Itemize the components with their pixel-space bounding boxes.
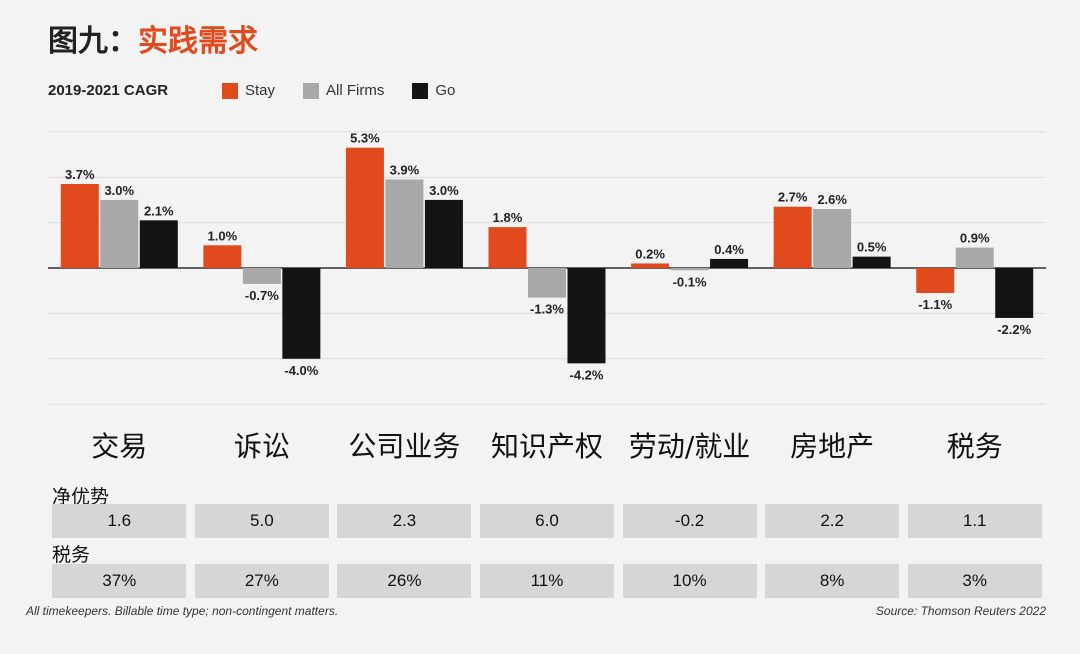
legend-label-all-firms: All Firms [326,82,385,99]
data-label: -4.2% [570,367,604,382]
legend-item-all-firms: All Firms [303,82,384,99]
table-cell: 1.6 [52,504,187,538]
table-cell: 10% [622,564,757,598]
row-label-net-advantage: 净优势 [52,486,110,508]
data-label: 0.2% [635,246,665,261]
data-label: -2.2% [997,322,1031,337]
category-label: 劳动/就业 [629,430,750,463]
table-cell: 11% [480,564,614,598]
table-cell: 6.0 [480,504,614,538]
data-label: 2.1% [144,203,174,218]
page-title: 图九：实践需求 [48,16,258,60]
legend-label-go: Go [435,82,456,99]
data-label: 3.7% [65,167,95,182]
bar-all-firms [670,268,709,271]
bar-stay [60,184,99,268]
legend-swatch-stay [222,82,238,99]
data-label: 3.9% [390,162,420,177]
table-cell: -0.2 [622,504,757,538]
bar-stay [488,227,527,268]
data-label: 2.7% [778,190,808,205]
bar-go [567,268,606,364]
legend-label-stay: Stay [245,82,276,99]
data-label: 3.0% [429,183,459,198]
bar-stay [916,268,955,293]
table-cell: 27% [194,564,329,598]
data-label: 0.5% [857,240,887,255]
legend-swatch-go [412,82,429,99]
bar-stay [203,245,242,268]
category-label: 税务 [947,430,1003,463]
data-label: -4.0% [284,363,318,378]
bar-go [282,268,321,359]
chart-legend: Stay All Firms Go [222,82,455,99]
bar-all-firms [385,179,424,268]
legend-swatch-all-firms [303,82,320,99]
data-label: 3.0% [104,183,134,198]
table-row-share: 37% 27% 26% 11% 10% 8% 3% [48,564,1046,598]
table-cell: 37% [52,564,187,598]
table-cell: 2.2 [765,504,900,538]
category-label: 交易 [91,430,147,463]
bar-go [852,256,891,268]
bar-all-firms [100,199,139,268]
legend-item-stay: Stay [222,82,275,99]
bar-go [710,258,749,268]
data-label: 0.4% [714,242,744,257]
footnote-left: All timekeepers. Billable time type; non… [26,604,339,618]
row-label-tax: 税务 [52,544,91,566]
legend-item-go: Go [412,82,455,99]
data-label: -0.7% [245,288,279,303]
bar-all-firms [813,208,852,268]
bar-stay [631,263,670,268]
table-cell: 2.3 [337,504,472,538]
bar-chart: 3.7% 3.0% 2.1% 交易 1.0% -0.7% -4.0% 诉讼 5.3% 3.9% 3.… [48,131,1046,463]
bar-all-firms [242,268,281,284]
category-label: 房地产 [790,430,874,463]
data-label: 1.0% [208,228,238,243]
table-cell: 1.1 [907,504,1042,538]
data-label: -1.1% [918,297,952,312]
title-accent: 实践需求 [138,24,258,59]
chart-subtitle: 2019-2021 CAGR [48,82,169,99]
table-row-net-advantage: 1.6 5.0 2.3 6.0 -0.2 2.2 1.1 [48,504,1046,538]
data-label: -1.3% [530,302,564,317]
category-label: 诉讼 [234,430,290,463]
bar-stay [345,147,384,268]
table-cell: 3% [907,564,1042,598]
category-label: 知识产权 [491,430,603,463]
data-label: 1.8% [493,210,523,225]
data-label: 5.3% [350,131,380,146]
data-label: 0.9% [960,231,990,246]
bar-all-firms [528,268,566,298]
bar-go [424,199,463,268]
data-label: -0.1% [673,274,707,289]
bar-all-firms [955,247,994,268]
bar-go [995,268,1034,318]
footnote-source: Source: Thomson Reuters 2022 [875,604,1046,618]
table-cell: 26% [337,564,472,598]
data-label: 2.6% [817,192,847,207]
title-prefix: 图九： [48,24,138,59]
table-cell: 5.0 [194,504,329,538]
category-label: 公司业务 [348,430,460,463]
bar-stay [773,206,812,268]
table-cell: 8% [765,564,900,598]
bar-go [139,220,178,268]
